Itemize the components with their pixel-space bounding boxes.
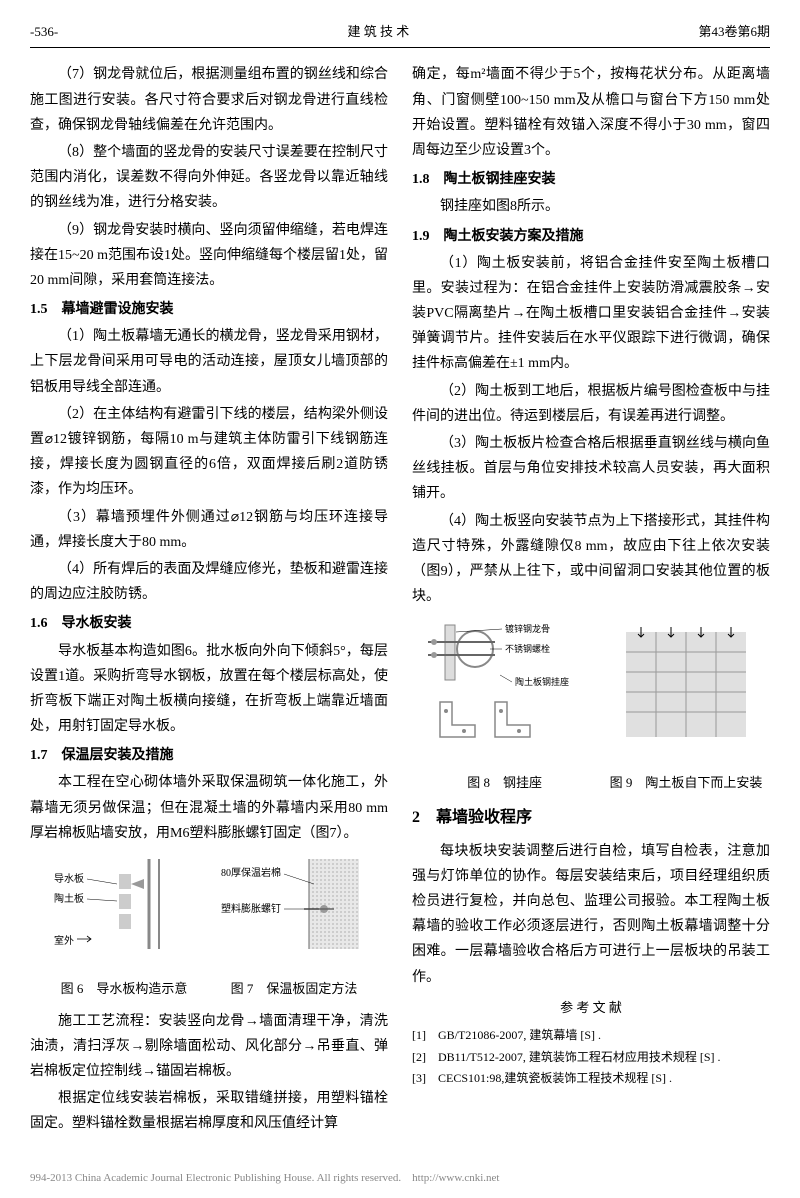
fig8-label2: 不锈钢螺栓 <box>505 643 550 654</box>
references-title: 参 考 文 献 <box>412 996 770 1019</box>
para-1-6-1: 导水板基本构造如图6。批水板向外向下倾斜5°，每层设置1道。采购折弯导水钢板，放… <box>30 639 388 740</box>
fig8-caption: 图 8 钢挂座 <box>420 771 590 794</box>
ref-3: [3] CECS101:98,建筑瓷板装饰工程技术规程 [S] . <box>412 1068 770 1090</box>
para-1-9-4: （4）陶土板竖向安装节点为上下搭接形式，其挂件构造尺寸特殊，外露缝隙仅8 mm，… <box>412 509 770 610</box>
fig6-label3: 室外 <box>54 934 74 947</box>
figure-6: 导水板 陶土板 室外 图 6 导水板构造示意 <box>49 854 199 1001</box>
para-9: （9）钢龙骨安装时横向、竖向须留伸缩缝，若电焊连接在15~20 m范围布设1处。… <box>30 218 388 294</box>
section-1-7: 1.7 保温层安装及措施 <box>30 743 388 768</box>
section-1-9: 1.9 陶土板安装方案及措施 <box>412 224 770 249</box>
para-1-9-3: （3）陶土板板片检查合格后根据垂直钢丝线与横向鱼丝线挂板。首层与角位安排技术较高… <box>412 431 770 507</box>
right-column: 确定，每m²墙面不得少于5个，按梅花状分布。从距离墙角、门窗侧壁100~150 … <box>412 62 770 1138</box>
para-1-5-2: （2）在主体结构有避雷引下线的楼层，结构梁外侧设置⌀12镀锌钢筋，每隔10 m与… <box>30 402 388 503</box>
para-process: 施工工艺流程：安装竖向龙骨→墙面清理干净，清洗油渍，清扫浮灰→剔除墙面松动、风化… <box>30 1009 388 1085</box>
figure-row-6-7: 导水板 陶土板 室外 图 6 导水板构造示意 <box>30 854 388 1001</box>
fig7-label2: 塑料膨胀螺钉 <box>221 902 281 915</box>
section-1-5: 1.5 幕墙避雷设施安装 <box>30 297 388 322</box>
ref-2: [2] DB11/T512-2007, 建筑装饰工程石材应用技术规程 [S] . <box>412 1047 770 1069</box>
section-2: 2 幕墙验收程序 <box>412 804 770 833</box>
ref-1: [1] GB/T21086-2007, 建筑幕墙 [S] . <box>412 1025 770 1047</box>
content-columns: （7）钢龙骨就位后，根据测量组布置的钢丝线和综合施工图进行安装。各尺寸符合要求后… <box>30 62 770 1138</box>
fig6-label2: 陶土板 <box>54 892 84 905</box>
fig8-label3: 陶土板钢挂座 <box>515 676 569 687</box>
para-1-5-4: （4）所有焊后的表面及焊缝应修光，垫板和避雷连接的周边应注胶防锈。 <box>30 557 388 607</box>
figure-9: 图 9 陶土板自下而上安装 <box>610 617 763 794</box>
para-1-8-1: 钢挂座如图8所示。 <box>412 194 770 219</box>
figure-8: 镀锌钢龙骨 不锈钢螺栓 陶土板钢挂座 图 8 钢挂座 <box>420 617 590 794</box>
fig6-caption: 图 6 导水板构造示意 <box>49 977 199 1000</box>
page-header: -536- 建 筑 技 术 第43卷第6期 <box>30 20 770 48</box>
page-number: -536- <box>30 20 58 43</box>
figure-8-svg: 镀锌钢龙骨 不锈钢螺栓 陶土板钢挂座 <box>420 617 590 757</box>
fig7-label1: 80厚保温岩棉 <box>221 866 281 879</box>
figure-9-svg <box>616 617 756 757</box>
para-8: （8）整个墙面的竖龙骨的安装尺寸误差要在控制尺寸范围内消化，误差数不得向外伸延。… <box>30 140 388 216</box>
section-1-6: 1.6 导水板安装 <box>30 611 388 636</box>
figure-7-svg: 80厚保温岩棉 塑料膨胀螺钉 <box>219 854 369 964</box>
left-column: （7）钢龙骨就位后，根据测量组布置的钢丝线和综合施工图进行安装。各尺寸符合要求后… <box>30 62 388 1138</box>
para-1-7-1: 本工程在空心砌体墙外采取保温砌筑一体化施工，外幕墙无须另做保温；但在混凝土墙的外… <box>30 770 388 846</box>
figure-6-svg: 导水板 陶土板 室外 <box>49 854 199 964</box>
fig9-caption: 图 9 陶土板自下而上安装 <box>610 771 763 794</box>
para-7: （7）钢龙骨就位后，根据测量组布置的钢丝线和综合施工图进行安装。各尺寸符合要求后… <box>30 62 388 138</box>
figure-row-8-9: 镀锌钢龙骨 不锈钢螺栓 陶土板钢挂座 图 8 钢挂座 <box>412 617 770 794</box>
para-1-9-2: （2）陶土板到工地后，根据板片编号图检查板中与挂件间的进出位。待运到楼层后，有误… <box>412 379 770 429</box>
para-2-1: 每块板块安装调整后进行自检，填写自检表，注意加强与灯饰单位的协作。每层安装结束后… <box>412 839 770 990</box>
para-cont: 确定，每m²墙面不得少于5个，按梅花状分布。从距离墙角、门窗侧壁100~150 … <box>412 62 770 163</box>
fig6-label1: 导水板 <box>54 872 84 885</box>
fig7-caption: 图 7 保温板固定方法 <box>219 977 369 1000</box>
figure-7: 80厚保温岩棉 塑料膨胀螺钉 图 7 保温板固定方法 <box>219 854 369 1001</box>
section-1-8: 1.8 陶土板钢挂座安装 <box>412 167 770 192</box>
para-1-5-3: （3）幕墙预埋件外侧通过⌀12钢筋与均压环连接导通，焊接长度大于80 mm。 <box>30 505 388 555</box>
para-anchor: 根据定位线安装岩棉板，采取错缝拼接，用塑料锚栓固定。塑料锚栓数量根据岩棉厚度和风… <box>30 1086 388 1136</box>
journal-title: 建 筑 技 术 <box>347 20 409 43</box>
page-footer: 994-2013 China Academic Journal Electron… <box>30 1169 770 1189</box>
fig8-label1: 镀锌钢龙骨 <box>505 623 550 634</box>
issue-info: 第43卷第6期 <box>698 20 770 43</box>
para-1-5-1: （1）陶土板幕墙无通长的横龙骨，竖龙骨采用钢材，上下层龙骨间采用可导电的活动连接… <box>30 324 388 400</box>
para-1-9-1: （1）陶土板安装前，将铝合金挂件安至陶土板槽口里。安装过程为：在铝合金挂件上安装… <box>412 251 770 377</box>
